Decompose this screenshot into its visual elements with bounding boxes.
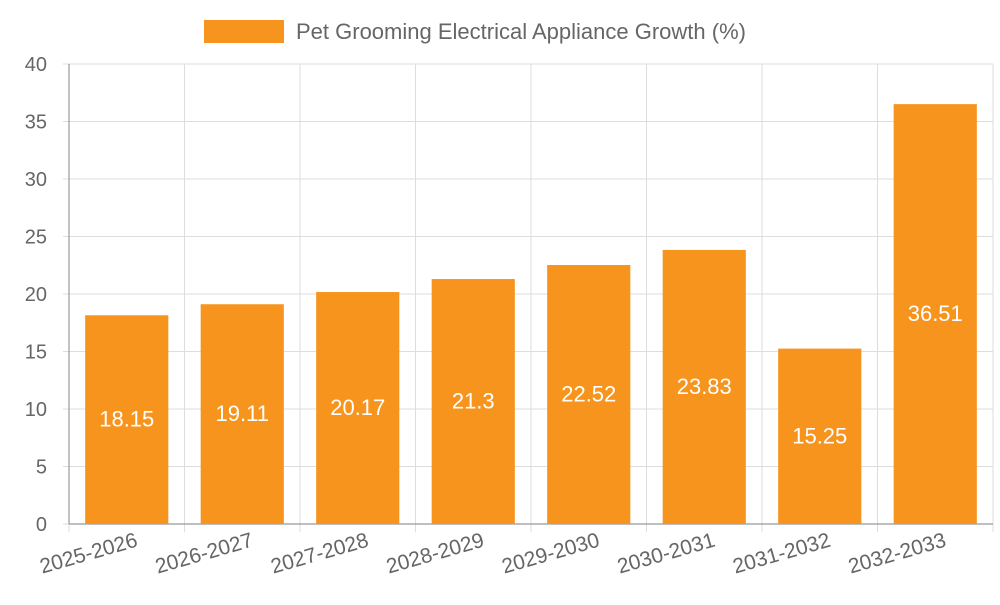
bar[interactable] — [778, 348, 862, 524]
y-tick-label: 25 — [25, 227, 47, 249]
y-tick-label: 15 — [25, 342, 47, 364]
bar[interactable] — [85, 315, 169, 524]
legend-label: Pet Grooming Electrical Appliance Growth… — [296, 19, 746, 44]
y-axis-tick-labels: 0 5 10 15 20 25 30 35 40 — [25, 54, 47, 536]
x-tick-label: 2027-2028 — [268, 529, 371, 579]
bar-value-label: 18.15 — [99, 407, 154, 432]
bar-value-label: 36.51 — [908, 301, 963, 326]
x-tick-label: 2029-2030 — [499, 529, 602, 579]
bar[interactable] — [431, 279, 515, 524]
bar-value-label: 23.83 — [677, 374, 732, 399]
y-tick-label: 20 — [25, 284, 47, 306]
bar[interactable] — [893, 104, 977, 524]
x-tick-label: 2032-2033 — [846, 529, 949, 579]
bars — [85, 104, 977, 524]
y-tick-label: 0 — [36, 514, 47, 536]
y-tick-label: 10 — [25, 399, 47, 421]
y-tick-label: 35 — [25, 112, 47, 134]
x-tick-label: 2031-2032 — [730, 529, 833, 579]
y-tick-label: 5 — [36, 457, 47, 479]
legend[interactable]: Pet Grooming Electrical Appliance Growth… — [204, 19, 746, 44]
x-tick-label: 2025-2026 — [37, 529, 140, 579]
legend-swatch — [204, 20, 284, 43]
bar-value-label: 22.52 — [561, 382, 616, 407]
y-tick-label: 40 — [25, 54, 47, 76]
bar-value-label: 20.17 — [330, 395, 385, 420]
bar[interactable] — [200, 304, 284, 524]
bar-value-label: 19.11 — [216, 401, 269, 426]
x-tick-label: 2030-2031 — [615, 529, 718, 579]
gridlines — [68, 63, 994, 532]
x-tick-label: 2026-2027 — [153, 529, 256, 579]
bar-value-label: 15.25 — [792, 423, 847, 448]
bar[interactable] — [662, 249, 746, 524]
x-tick-label: 2028-2029 — [384, 529, 487, 579]
x-axis-tick-labels: 2025-2026 2026-2027 2027-2028 2028-2029 2029… — [37, 529, 948, 579]
bar[interactable] — [316, 292, 400, 524]
data-labels: 18.15 19.11 20.17 21.3 22.52 23.83 15.25 36.51 — [99, 301, 963, 448]
bar[interactable] — [547, 265, 631, 524]
bar-value-label: 21.3 — [452, 389, 495, 414]
y-tick-label: 30 — [25, 169, 47, 191]
